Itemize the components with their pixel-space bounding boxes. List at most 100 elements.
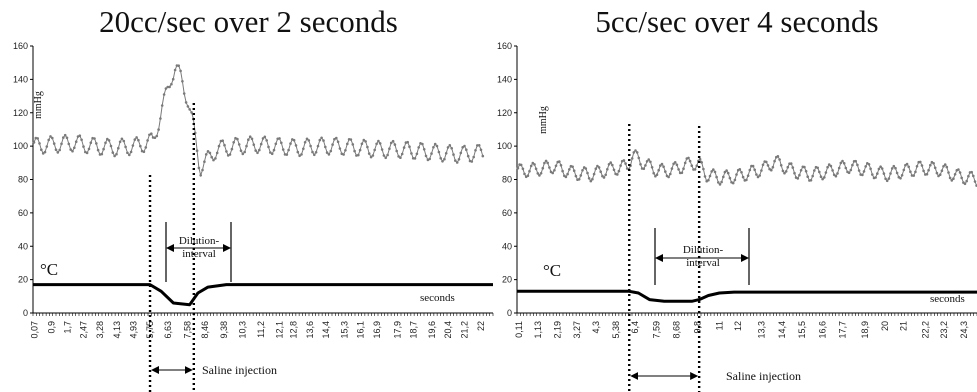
x-tick-label: 20 <box>880 321 890 331</box>
y-tick-label: 140 <box>497 74 512 84</box>
pressure-point <box>839 161 843 165</box>
pressure-point <box>703 175 707 178</box>
y-tick-label: 60 <box>18 208 28 218</box>
pressure-point <box>925 172 929 176</box>
pressure-point <box>554 164 558 168</box>
pressure-point <box>581 169 584 172</box>
pressure-point <box>206 150 210 153</box>
pressure-point <box>367 152 371 155</box>
pressure-point <box>599 170 602 173</box>
y-tick-label: 100 <box>497 141 512 151</box>
pressure-point <box>950 179 954 182</box>
pressure-point <box>761 163 765 167</box>
pressure-point <box>278 137 281 140</box>
pressure-point <box>584 167 588 170</box>
pressure-point <box>952 177 955 180</box>
pressure-point <box>314 151 318 154</box>
pressure-point <box>947 171 950 174</box>
pressure-point <box>126 151 129 155</box>
pressure-point <box>854 159 857 163</box>
pressure-point <box>523 172 526 176</box>
pressure-point <box>539 172 543 175</box>
pressure-point <box>51 136 54 140</box>
pressure-point <box>607 163 611 166</box>
x-tick-label: 12,8 <box>289 321 299 339</box>
pressure-point <box>208 151 212 155</box>
pressure-point <box>798 173 801 177</box>
x-tick-label: 4,93 <box>128 321 138 339</box>
pressure-point <box>357 153 360 157</box>
pressure-point <box>789 162 793 165</box>
pressure-point <box>760 169 763 172</box>
pressure-point <box>331 143 334 146</box>
pressure-point <box>880 167 884 170</box>
pressure-point <box>166 85 169 89</box>
pressure-point <box>559 164 563 167</box>
pressure-point <box>707 178 710 182</box>
pressure-point <box>296 150 300 154</box>
pressure-point <box>256 151 259 155</box>
pressure-point <box>572 169 576 172</box>
pressure-point <box>239 149 243 152</box>
pressure-point <box>587 177 591 180</box>
pressure-point <box>718 183 722 186</box>
pressure-point <box>362 138 366 142</box>
pressure-point <box>54 148 58 151</box>
pressure-point <box>258 148 261 152</box>
pressure-point <box>816 166 819 170</box>
pressure-point <box>435 144 439 148</box>
y-tick-label: 100 <box>13 141 28 151</box>
pressure-point <box>87 147 91 151</box>
pressure-point <box>519 163 523 167</box>
pressure-point <box>303 141 307 144</box>
pressure-point <box>366 145 369 149</box>
pressure-point <box>62 136 65 139</box>
pressure-point <box>894 166 897 170</box>
pressure-point <box>465 148 468 151</box>
pressure-point <box>577 178 581 181</box>
pressure-point <box>107 139 111 142</box>
pressure-point <box>895 171 899 175</box>
pressure-point <box>753 168 756 172</box>
dilution-interval-label-line: Dilution- <box>179 235 220 247</box>
pressure-point <box>534 167 538 171</box>
pressure-point <box>849 168 853 172</box>
pressure-point <box>929 163 932 167</box>
pressure-point <box>417 146 421 149</box>
pressure-point <box>710 170 713 173</box>
pressure-point <box>746 174 750 177</box>
pressure-point <box>212 158 215 162</box>
pressure-point <box>915 165 919 168</box>
pressure-point <box>735 173 738 176</box>
pressure-point <box>369 155 373 159</box>
pressure-point <box>69 148 72 151</box>
pressure-point <box>346 142 349 146</box>
pressure-point <box>811 174 814 178</box>
pressure-point <box>922 169 925 173</box>
pressure-point <box>461 146 465 149</box>
pressure-point <box>758 174 761 177</box>
pressure-point <box>129 150 133 154</box>
pressure-point <box>516 166 520 170</box>
pressure-point <box>247 138 250 141</box>
pressure-point <box>472 155 476 159</box>
pressure-point <box>214 157 217 160</box>
pressure-point <box>168 85 171 89</box>
pressure-point <box>723 170 727 174</box>
pressure-point <box>604 173 607 177</box>
pressure-point <box>406 140 410 144</box>
y-tick-label: 120 <box>497 108 512 118</box>
pressure-point <box>818 170 821 174</box>
pressure-point <box>378 142 382 145</box>
pressure-point <box>195 149 199 152</box>
pressure-point <box>270 152 274 156</box>
pressure-point <box>215 151 219 155</box>
pressure-point <box>912 174 915 177</box>
x-axis-label: seconds <box>930 293 965 305</box>
pressure-point <box>93 137 96 140</box>
x-tick-label: 14,4 <box>321 321 331 339</box>
pressure-point <box>597 166 601 169</box>
y-tick-label: 140 <box>13 74 28 84</box>
pressure-point <box>454 159 457 162</box>
pressure-point <box>336 140 340 144</box>
